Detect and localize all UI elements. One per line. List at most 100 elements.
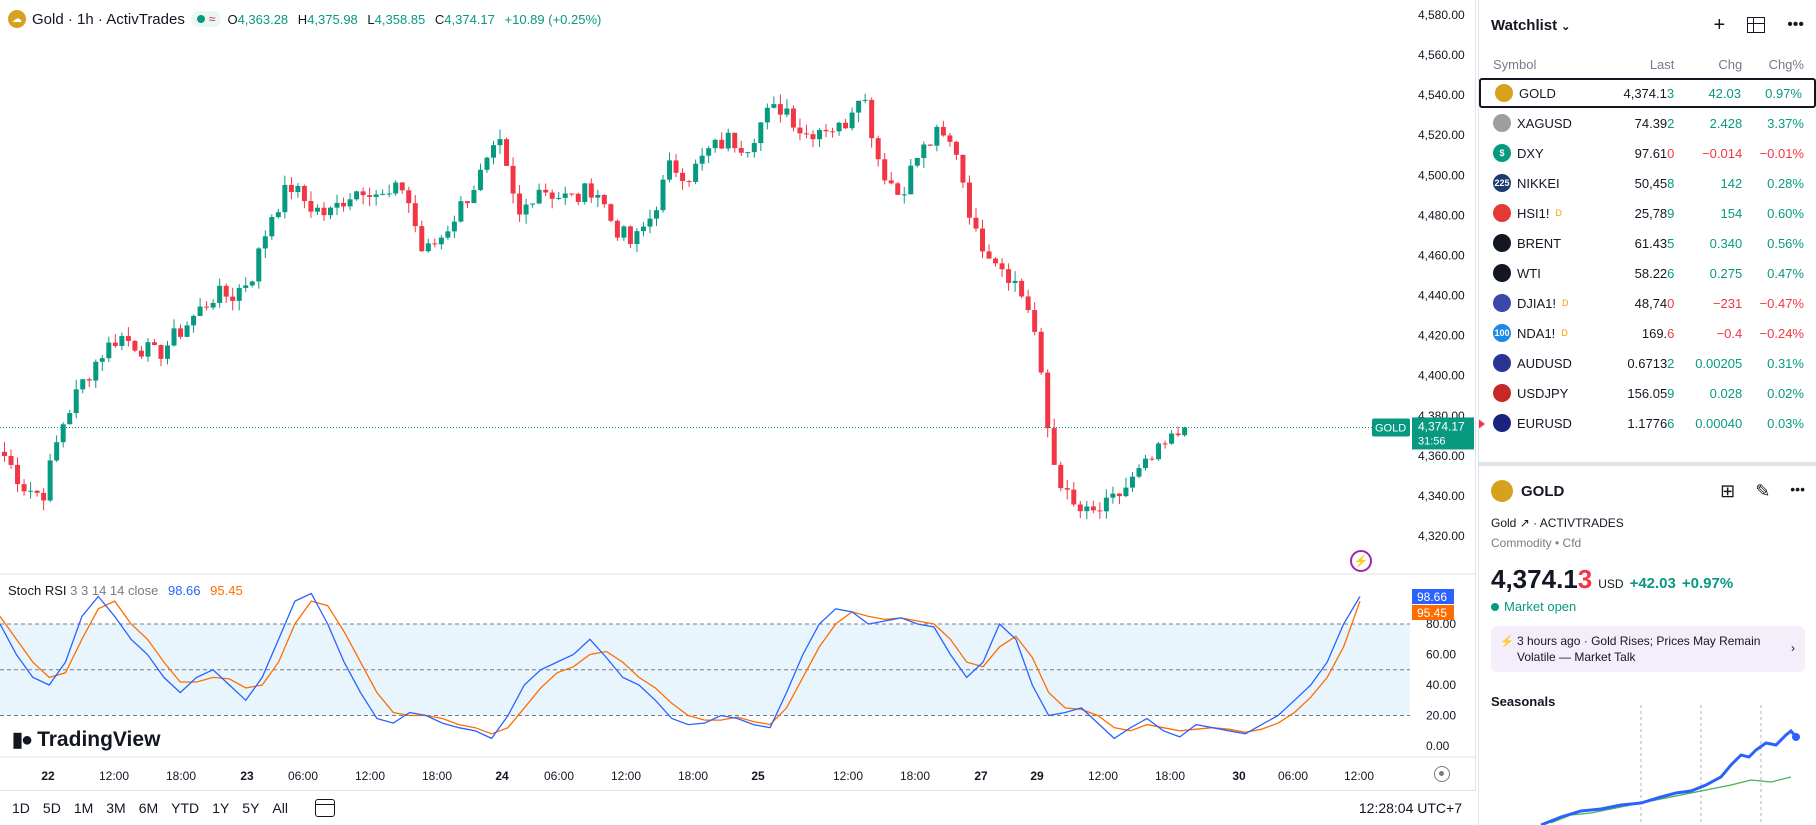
- external-link-icon[interactable]: ↗: [1519, 516, 1534, 530]
- ohlc-values: O4,363.28 H4,375.98 L4,358.85 C4,374.17 …: [227, 11, 602, 27]
- price-chart[interactable]: 4,580.00 4,560.00 4,540.00 4,520.00 4,500.00…: [0, 0, 1476, 790]
- chart-area[interactable]: 4,580.00 4,560.00 4,540.00 4,520.00 4,500.00…: [0, 0, 1476, 790]
- symbol-logo-icon: [1493, 264, 1511, 282]
- stoch-d-value: 95.45: [210, 583, 243, 598]
- row-pct: 0.97%: [1765, 85, 1802, 101]
- stoch-k-axis-label: 98.66: [1417, 590, 1447, 604]
- watchlist-row-djia1[interactable]: DJIA1! D 48,740 −231 −0.47%: [1479, 288, 1816, 318]
- candle-body: [138, 350, 144, 357]
- candle-body: [725, 132, 731, 149]
- row-symbol: USDJPY: [1517, 385, 1569, 401]
- time-tick-label: 18:00: [422, 769, 452, 783]
- clock[interactable]: 12:28:04 UTC+7: [1358, 800, 1462, 816]
- watchlist-row-gold[interactable]: GOLD 4,374.13 42.03 0.97%: [1479, 78, 1816, 108]
- watchlist-row-audusd[interactable]: AUDUSD 0.67132 0.00205 0.31%: [1479, 348, 1816, 378]
- candle-body: [673, 160, 679, 173]
- symbol-logo-icon: [1493, 384, 1511, 402]
- watchlist-title[interactable]: Watchlist ⌄: [1491, 16, 1571, 34]
- row-last: 58.226: [1634, 265, 1675, 281]
- symbol-logo-icon: $: [1493, 144, 1511, 162]
- watchlist-columns: Symbol Last Chg Chg%: [1479, 50, 1816, 78]
- candle-body: [99, 358, 105, 362]
- tradingview-logo[interactable]: ▮● TradingView: [12, 727, 161, 752]
- col-pct[interactable]: Chg%: [1768, 56, 1804, 72]
- candle-body: [1064, 488, 1070, 490]
- range-1d[interactable]: 1D: [12, 800, 30, 816]
- range-3m[interactable]: 3M: [106, 800, 126, 816]
- candle-body: [47, 460, 53, 501]
- candle-body: [543, 189, 549, 193]
- range-1y[interactable]: 1Y: [212, 800, 230, 816]
- watchlist-row-nikkei[interactable]: 225 NIKKEI 50,458 142 0.28%: [1479, 168, 1816, 198]
- candle-body: [360, 191, 366, 196]
- watchlist-row-nda1[interactable]: 100 NDA1! D 169.6 −0.4 −0.24%: [1479, 318, 1816, 348]
- seasonals-title[interactable]: Seasonals: [1491, 694, 1556, 709]
- watchlist-row-xagusd[interactable]: XAGUSD 74.392 2.428 3.37%: [1479, 108, 1816, 138]
- candle-body: [1058, 464, 1064, 489]
- time-tick-label: 06:00: [544, 769, 574, 783]
- watchlist-row-usdjpy[interactable]: USDJPY 156.059 0.028 0.02%: [1479, 378, 1816, 408]
- details-price: 4,374.1: [1491, 564, 1578, 594]
- row-symbol: GOLD: [1519, 85, 1556, 101]
- candle-body: [504, 139, 510, 166]
- more-icon[interactable]: •••: [1790, 480, 1805, 497]
- candle-body: [556, 197, 562, 199]
- watchlist-row-dxy[interactable]: $ DXY 97.610 −0.014 −0.01%: [1479, 138, 1816, 168]
- range-1m[interactable]: 1M: [73, 800, 94, 816]
- candle-body: [1006, 269, 1012, 283]
- candle-body: [132, 340, 138, 351]
- stoch-tick-label: 60.00: [1426, 648, 1456, 662]
- candle-body: [165, 345, 170, 359]
- date-range-icon[interactable]: [314, 799, 335, 817]
- add-symbol-icon[interactable]: +: [1713, 13, 1726, 36]
- layout-icon[interactable]: ⊞: [1720, 480, 1736, 501]
- candle-body: [608, 204, 614, 221]
- symbol-logo-icon: [1493, 414, 1511, 432]
- watchlist-row-hsi1[interactable]: HSI1! D 25,789 154 0.60%: [1479, 198, 1816, 228]
- symbol-logo-icon: [1493, 114, 1511, 132]
- range-5d[interactable]: 5D: [42, 800, 61, 816]
- more-icon[interactable]: •••: [1787, 16, 1804, 33]
- stoch-d-line: [0, 600, 1361, 735]
- range-ytd[interactable]: YTD: [171, 800, 200, 816]
- lightning-icon[interactable]: ⚡: [1350, 550, 1372, 572]
- details-symbol[interactable]: GOLD: [1521, 482, 1565, 500]
- bottom-toolbar: 1D 5D 1M 3M 6M YTD 1Y 5Y All 12:28:04 UT…: [0, 790, 1476, 825]
- market-status-pill[interactable]: ≈: [190, 11, 222, 27]
- candle-body: [67, 413, 73, 425]
- row-chg: 2.428: [1709, 115, 1743, 131]
- range-6m[interactable]: 6M: [138, 800, 159, 816]
- candle-body: [477, 169, 483, 191]
- candle-body: [667, 160, 673, 180]
- candle-body: [986, 251, 992, 259]
- col-symbol[interactable]: Symbol: [1493, 56, 1537, 72]
- table-layout-icon[interactable]: [1747, 17, 1766, 33]
- col-chg[interactable]: Chg: [1718, 56, 1743, 72]
- range-all[interactable]: All: [272, 800, 288, 816]
- stoch-d-axis-label: 95.45: [1417, 606, 1447, 620]
- symbol-logo-icon: [1493, 234, 1511, 252]
- row-pct: −0.01%: [1759, 145, 1804, 161]
- legend-symbol[interactable]: Gold · 1h · ActivTrades: [32, 10, 185, 28]
- candle-body: [803, 133, 809, 135]
- watchlist-row-wti[interactable]: WTI 58.226 0.275 0.47%: [1479, 258, 1816, 288]
- edit-icon[interactable]: ✎: [1755, 480, 1771, 501]
- candle-body: [1090, 506, 1096, 511]
- row-symbol: NIKKEI: [1517, 175, 1560, 191]
- stoch-legend[interactable]: Stoch RSI 3 3 14 14 close 98.66 95.45: [8, 583, 243, 598]
- col-last[interactable]: Last: [1649, 56, 1675, 72]
- row-chg: 0.028: [1709, 385, 1743, 401]
- candle-body: [1045, 372, 1051, 429]
- current-price-label: 4,374.17: [1418, 419, 1465, 433]
- settings-icon[interactable]: [1434, 766, 1450, 782]
- symbol-logo-icon: 225: [1493, 174, 1511, 192]
- range-5y[interactable]: 5Y: [242, 800, 260, 816]
- row-symbol: EURUSD: [1517, 415, 1572, 431]
- candle-body: [1182, 427, 1188, 436]
- news-item[interactable]: ⚡ 3 hours ago · Gold Rises; Prices May R…: [1491, 626, 1805, 672]
- seasonals-chart[interactable]: [1491, 705, 1805, 825]
- watchlist-row-eurusd[interactable]: EURUSD 1.17766 0.00040 0.03%: [1479, 408, 1816, 438]
- watchlist-row-brent[interactable]: BRENT 61.435 0.340 0.56%: [1479, 228, 1816, 258]
- details-exchange[interactable]: ACTIVTRADES: [1539, 516, 1624, 530]
- price-tick-label: 4,440.00: [1418, 289, 1465, 303]
